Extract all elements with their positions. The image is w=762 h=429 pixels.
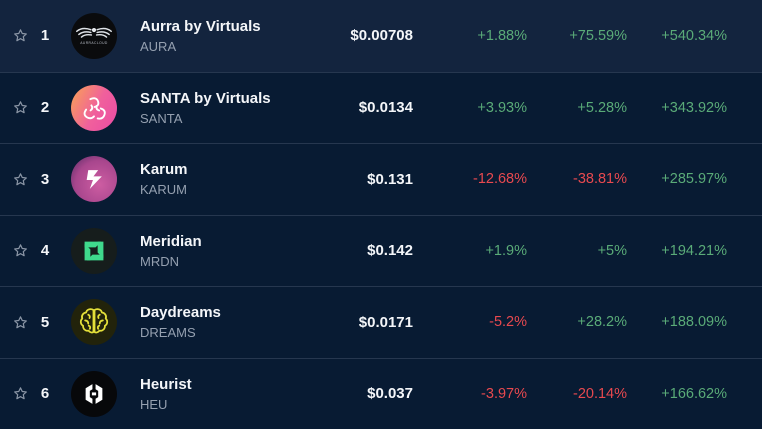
aura-wings-logo: AURRACLOUD	[71, 12, 117, 59]
rank: 1	[40, 27, 50, 45]
token-row[interactable]: 1 AURRACLOUD Aurra by Virtuals AURA $0.0…	[0, 0, 762, 72]
change-col-2: -20.14%	[572, 385, 627, 402]
token-symbol: DREAMS	[140, 325, 196, 341]
change-col-2: +5.28%	[577, 99, 627, 116]
token-name-block: Heurist HEU	[130, 375, 293, 413]
change-col-3: +343.92%	[661, 99, 727, 116]
token-name: Aurra by Virtuals	[140, 17, 261, 35]
rank: 5	[40, 313, 50, 331]
change-col-1: +1.88%	[477, 27, 527, 44]
change-col-3: +285.97%	[661, 171, 727, 188]
token-price: $0.0171	[358, 313, 413, 331]
change-col-1: -12.68%	[472, 171, 527, 188]
rank: 4	[40, 242, 50, 260]
change-col-2: -38.81%	[572, 171, 627, 188]
change-col-2: +28.2%	[577, 314, 627, 331]
token-price: $0.0134	[358, 99, 413, 117]
change-col-1: +1.9%	[485, 242, 527, 259]
token-name-block: Meridian MRDN	[130, 232, 293, 270]
token-logo	[58, 84, 130, 131]
token-row[interactable]: 3 Karum KARUM $0.131 -12.68% -38.81% +28…	[0, 143, 762, 215]
token-name: Heurist	[140, 375, 192, 393]
token-name: SANTA by Virtuals	[140, 89, 271, 107]
token-logo	[58, 156, 130, 203]
token-symbol: SANTA	[140, 110, 183, 126]
token-symbol: MRDN	[140, 253, 179, 269]
change-col-3: +194.21%	[661, 242, 727, 259]
token-name: Karum	[140, 161, 188, 179]
change-col-1: -3.97%	[481, 385, 527, 402]
favorite-star-icon[interactable]	[12, 242, 32, 259]
santa-gradient-logo	[71, 84, 117, 131]
rank: 6	[40, 385, 50, 403]
token-row[interactable]: 4 Meridian MRDN $0.142 +1.9% +5% +194.21…	[0, 214, 762, 286]
token-name: Meridian	[140, 232, 202, 250]
token-row[interactable]: 6 Heurist HEU $0.037 -3.97% -20.14% +166…	[0, 357, 762, 429]
token-logo	[58, 299, 130, 346]
token-row[interactable]: 2 SANTA by Virtuals SANTA $0.0134 +3.93%…	[0, 71, 762, 143]
favorite-star-icon[interactable]	[12, 27, 32, 44]
rank: 3	[40, 170, 50, 188]
token-price: $0.00708	[350, 27, 413, 45]
token-price: $0.131	[367, 170, 413, 188]
karum-bolt-logo	[71, 156, 117, 203]
favorite-star-icon[interactable]	[12, 171, 32, 188]
change-col-2: +5%	[597, 242, 627, 259]
svg-text:AURRACLOUD: AURRACLOUD	[80, 41, 108, 45]
token-logo	[58, 227, 130, 274]
rank: 2	[40, 99, 50, 117]
change-col-3: +166.62%	[661, 385, 727, 402]
heurist-h-logo	[71, 370, 117, 417]
token-symbol: KARUM	[140, 182, 187, 198]
change-col-3: +540.34%	[661, 27, 727, 44]
change-col-1: +3.93%	[477, 99, 527, 116]
token-price: $0.142	[367, 242, 413, 260]
favorite-star-icon[interactable]	[12, 314, 32, 331]
token-row[interactable]: 5 Daydreams DREAMS $0.0171 -5.2% +28.2% …	[0, 286, 762, 358]
token-logo: AURRACLOUD	[58, 12, 130, 59]
favorite-star-icon[interactable]	[12, 99, 32, 116]
token-symbol: HEU	[140, 396, 168, 412]
change-col-2: +75.59%	[569, 27, 627, 44]
meridian-pinwheel-logo	[71, 227, 117, 274]
change-col-1: -5.2%	[489, 314, 527, 331]
change-col-3: +188.09%	[661, 314, 727, 331]
token-symbol: AURA	[140, 38, 177, 54]
favorite-star-icon[interactable]	[12, 385, 32, 402]
token-price: $0.037	[367, 385, 413, 403]
token-name-block: Daydreams DREAMS	[130, 303, 293, 341]
token-name-block: SANTA by Virtuals SANTA	[130, 89, 293, 127]
token-name-block: Karum KARUM	[130, 160, 293, 198]
daydreams-brain-logo	[71, 299, 117, 346]
token-logo	[58, 370, 130, 417]
token-name: Daydreams	[140, 304, 221, 322]
token-name-block: Aurra by Virtuals AURA	[130, 17, 293, 55]
